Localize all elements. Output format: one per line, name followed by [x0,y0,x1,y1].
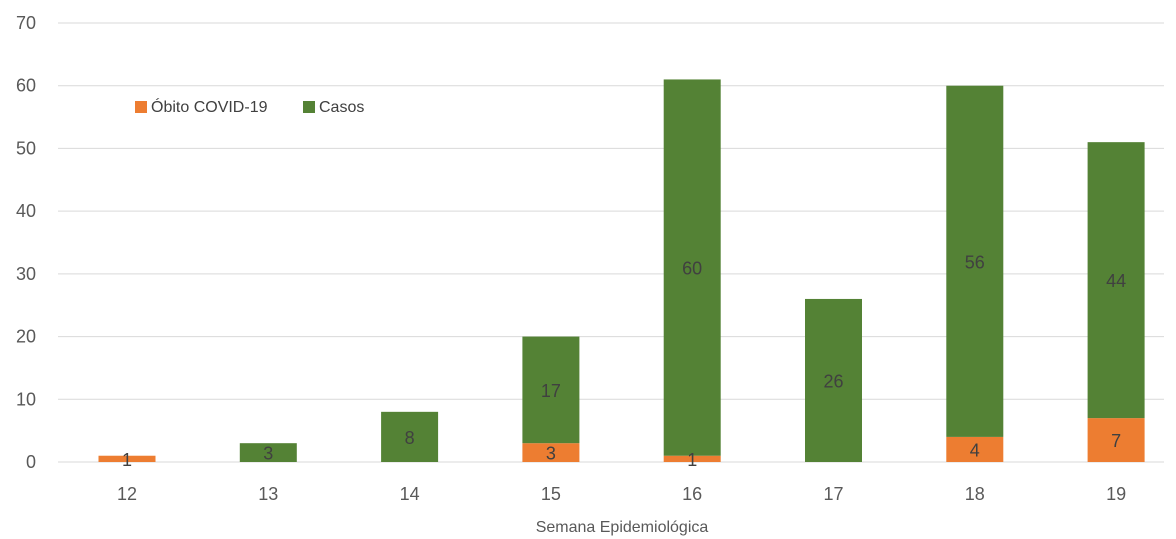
legend-label-obito: Óbito COVID-19 [151,97,268,116]
data-label: 8 [405,428,415,448]
bar-casos-19 [1087,142,1145,419]
data-label: 1 [687,450,697,470]
data-label: 3 [546,444,556,464]
bar-casos-13 [239,443,297,462]
data-label: 17 [541,381,561,401]
y-tick-label: 60 [16,76,36,96]
gridlines [58,22,1164,463]
x-tick-label: 18 [965,484,985,504]
x-tick-label: 12 [117,484,137,504]
data-label: 1 [122,450,132,470]
data-label: 4 [970,440,980,460]
x-tick-label: 17 [823,484,843,504]
bar-obito-15 [522,443,580,462]
bar-casos-14 [381,411,439,462]
bar-obito-18 [946,436,1004,462]
data-label: 60 [682,259,702,279]
bar-casos-18 [946,85,1004,437]
data-label: 44 [1106,271,1126,291]
x-tick-label: 16 [682,484,702,504]
x-tick-label: 14 [400,484,420,504]
x-tick-label: 15 [541,484,561,504]
x-tick-label: 19 [1106,484,1126,504]
y-tick-label: 40 [16,201,36,221]
x-axis-title: Semana Epidemiológica [536,519,709,536]
y-tick-label: 0 [26,452,36,472]
y-tick-label: 20 [16,327,36,347]
bar-casos-15 [522,336,580,444]
bar-obito-19 [1087,418,1145,462]
bar-casos-17 [805,298,862,462]
legend: Óbito COVID-19 Casos [135,97,364,116]
bar-obito-16 [663,455,721,462]
data-label: 7 [1111,431,1121,451]
legend-label-casos: Casos [319,99,364,116]
bars [98,79,1145,462]
x-axis-ticks: 12 13 14 15 16 17 18 19 [117,484,1126,504]
data-label: 56 [965,252,985,272]
bar-obito-12 [98,455,156,462]
y-tick-label: 10 [16,389,36,409]
bar-casos-16 [663,79,721,456]
legend-swatch-obito [135,101,147,113]
data-label: 3 [263,444,273,464]
y-tick-label: 70 [16,13,36,33]
legend-swatch-casos [303,101,315,113]
x-tick-label: 13 [258,484,278,504]
y-tick-label: 30 [16,264,36,284]
y-axis-ticks: 0 10 20 30 40 50 60 70 [16,13,36,472]
y-tick-label: 50 [16,138,36,158]
data-label: 26 [823,371,843,391]
